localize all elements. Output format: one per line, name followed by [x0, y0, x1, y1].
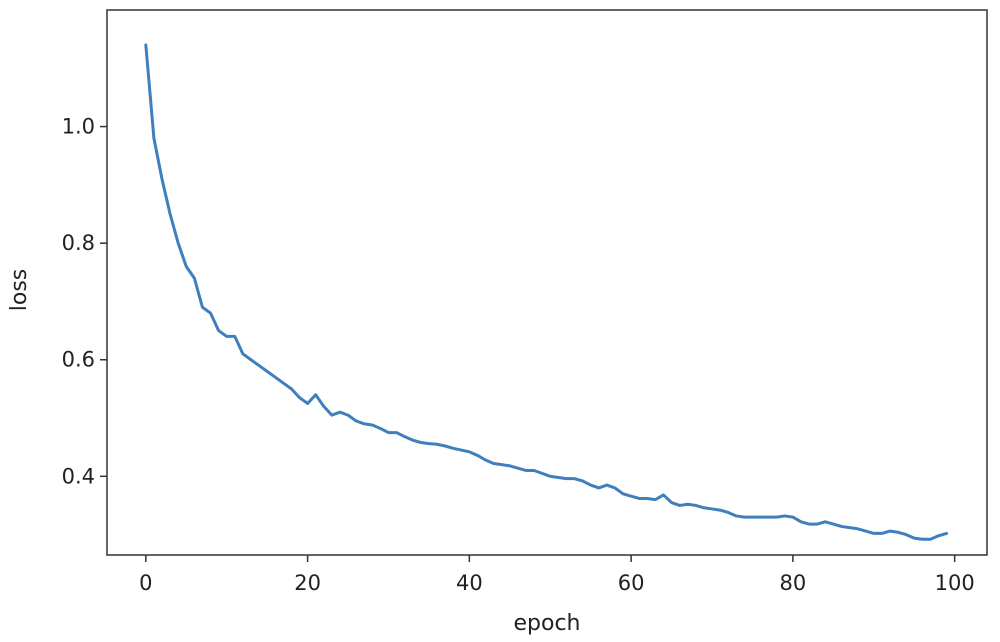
plot-area [144, 43, 949, 541]
x-tick-label: 60 [618, 571, 645, 595]
x-tick-label: 20 [294, 571, 321, 595]
y-tick-label: 0.8 [62, 231, 95, 255]
y-tick-label: 0.4 [62, 464, 95, 488]
plot-frame [106, 9, 988, 556]
x-tick-label: 0 [139, 571, 152, 595]
x-tick-label: 80 [780, 571, 807, 595]
x-tick-label: 40 [456, 571, 483, 595]
x-tick-label: 100 [935, 571, 975, 595]
y-axis: 0.4 0.6 0.8 1.0 [62, 115, 107, 488]
x-axis: 0 20 40 60 80 100 [139, 555, 975, 595]
x-axis-label: epoch [514, 611, 581, 636]
y-axis-label: loss [7, 269, 32, 312]
y-tick-label: 0.6 [62, 348, 95, 372]
loss-line [144, 43, 949, 541]
y-tick-label: 1.0 [62, 115, 95, 139]
